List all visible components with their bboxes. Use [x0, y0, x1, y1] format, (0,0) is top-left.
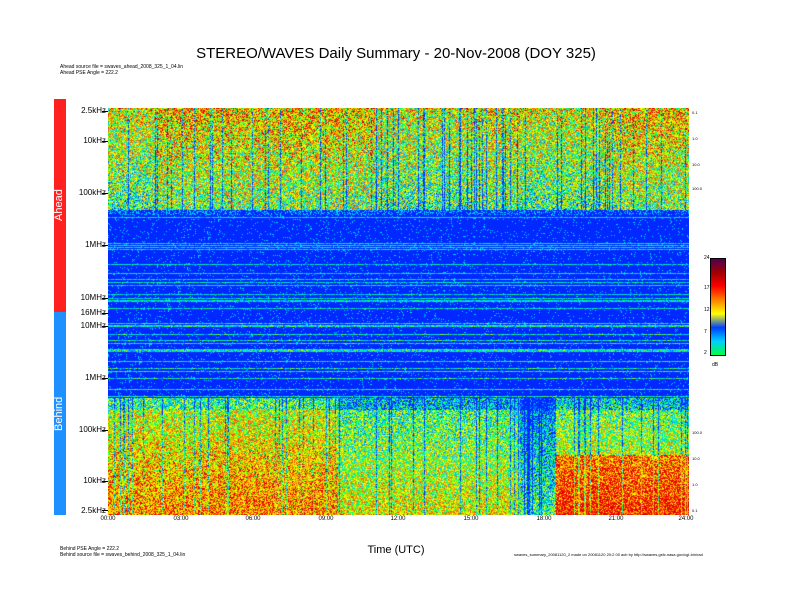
ahead-rtick: 100.0	[692, 186, 703, 191]
xtick-6: 06:00	[245, 516, 261, 522]
ahead-ytick-10mhz: 10MHz	[80, 293, 106, 302]
ahead-ytick-16mhz: 16MHz	[80, 308, 106, 317]
xtick-9: 09:00	[318, 516, 334, 522]
ahead-ytick-100khz: 100kHz	[78, 188, 106, 197]
ahead-heatmap	[108, 108, 689, 312]
xtick-15: 15:00	[463, 516, 479, 522]
xtick-3: 03:00	[173, 516, 189, 522]
ahead-pse-angle: Ahead PSE Angle = 222.2	[60, 70, 118, 76]
ytick-mark	[102, 245, 108, 246]
colorbar-tick-12: 12	[704, 307, 710, 313]
ahead-label: Ahead	[53, 189, 65, 222]
ahead-source-file: Ahead source file = swaves_ahead_2008_32…	[60, 64, 184, 70]
xtick-21: 21:00	[608, 516, 624, 522]
ytick-mark	[102, 141, 108, 142]
ahead-ytick-2.5khz: 2.5kHz	[81, 106, 106, 115]
ahead-rtick: 1.0	[692, 136, 698, 141]
behind-spectrogram	[108, 312, 689, 515]
behind-pse-angle: Behind PSE Angle = 222.2	[60, 546, 120, 552]
ahead-spectrogram	[108, 108, 689, 312]
colorbar-unit: dB	[712, 362, 719, 368]
colorbar	[710, 258, 726, 356]
behind-heatmap	[108, 312, 689, 515]
colorbar-tick-17: 17	[704, 285, 710, 291]
ytick-mark	[102, 510, 108, 511]
ytick-mark	[102, 430, 108, 431]
behind-ytick-2.5khz: 2.5kHz	[81, 506, 106, 515]
behind-rtick: 0.1	[692, 508, 698, 513]
ytick-mark	[102, 111, 108, 112]
ytick-mark	[102, 326, 108, 327]
colorbar-tick-7: 7	[704, 329, 707, 335]
ytick-mark	[102, 378, 108, 379]
ytick-mark	[102, 193, 108, 194]
footer-note: swaves_summary_20081120_2 made on 200811…	[514, 552, 703, 557]
behind-rtick: 1.0	[692, 482, 698, 487]
behind-label: Behind	[53, 396, 65, 431]
x-axis-label: Time (UTC)	[367, 544, 425, 556]
behind-ytick-100khz: 100kHz	[78, 425, 106, 434]
ahead-rtick: 0.1	[692, 110, 698, 115]
ahead-ytick-1mhz: 1MHz	[85, 240, 106, 249]
ytick-mark	[102, 481, 108, 482]
xtick-12: 12:00	[390, 516, 406, 522]
ahead-side-bar	[54, 99, 66, 312]
ytick-mark	[102, 298, 108, 299]
behind-rtick: 10.0	[692, 456, 700, 461]
behind-ytick-10khz: 10kHz	[83, 476, 106, 485]
xtick-24: 24:00	[678, 516, 694, 522]
ahead-ytick-10khz: 10kHz	[83, 136, 106, 145]
colorbar-tick-2: 2	[704, 350, 707, 356]
page-title: STEREO/WAVES Daily Summary - 20-Nov-2008…	[196, 45, 596, 62]
behind-rtick: 100.0	[692, 430, 703, 435]
xtick-0: 00:00	[100, 516, 116, 522]
behind-side-bar	[54, 312, 66, 515]
xtick-18: 18:00	[536, 516, 552, 522]
behind-ytick-10mhz: 10MHz	[80, 321, 106, 330]
behind-ytick-1mhz: 1MHz	[85, 373, 106, 382]
behind-source-file: Behind source file = swaves_behind_2008_…	[60, 552, 186, 558]
ytick-mark	[102, 313, 108, 314]
colorbar-tick-24: 24	[704, 255, 710, 261]
ahead-rtick: 10.0	[692, 162, 700, 167]
